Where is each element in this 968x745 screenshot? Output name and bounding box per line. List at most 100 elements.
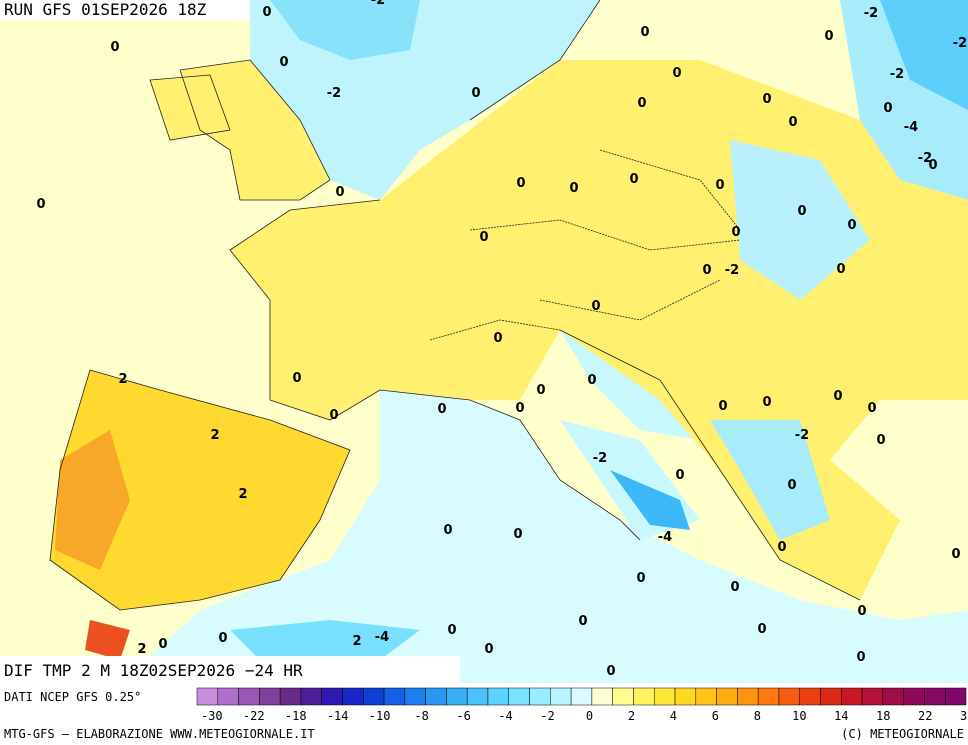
colorbar-swatch (903, 687, 925, 706)
colorbar-swatch (820, 687, 842, 706)
cold-area (730, 140, 870, 300)
contour-label: 0 (928, 158, 937, 173)
warm-area (85, 620, 130, 660)
colorbar-swatch (944, 687, 967, 706)
colorbar-label: 8 (754, 709, 761, 723)
colorbar: -30 -22 -18 -14 -10 -8 -6 -4 -2 0 2 4 6 8 10 14 18 22 30 (196, 687, 968, 723)
colorbar-swatch (550, 687, 572, 706)
contour-label: -2 (795, 428, 809, 443)
contour-label: 0 (640, 25, 649, 40)
contour-label: 0 (158, 637, 167, 652)
adriatic (560, 330, 700, 440)
contour-label: -4 (658, 530, 672, 545)
colorbar-swatch (633, 687, 655, 706)
colorbar-label: -14 (327, 709, 349, 723)
cold-area (610, 470, 690, 530)
contour-label: -4 (904, 120, 918, 135)
colorbar-swatch (383, 687, 406, 706)
contour-label: 2 (137, 642, 146, 657)
contour-label: -2 (918, 151, 932, 166)
colorbar-label: -22 (243, 709, 265, 723)
colorbar-label: 10 (792, 709, 806, 723)
cold-area (880, 0, 968, 110)
colorbar-swatch (446, 687, 468, 706)
contour-label: 0 (715, 178, 724, 193)
contour-label: 0 (856, 650, 865, 665)
title-box (0, 656, 460, 683)
contour-label: 0 (702, 263, 711, 278)
colorbar-swatch (300, 687, 322, 706)
colorbar-label: 30 (960, 709, 968, 723)
contour-label: 0 (637, 96, 646, 111)
colorbar-swatch (342, 687, 364, 706)
contour-label: 0 (629, 172, 638, 187)
colorbar-label: -8 (414, 709, 428, 723)
cold-area (710, 420, 830, 540)
contour-label: 0 (883, 101, 892, 116)
contour-label: 0 (335, 185, 344, 200)
contour-label: 0 (876, 433, 885, 448)
contour-label: 0 (578, 614, 587, 629)
coastline (49, 0, 861, 611)
colorbar-swatch (861, 687, 884, 706)
contour-label: 0 (262, 5, 271, 20)
contour-label: 0 (447, 623, 456, 638)
colorbar-swatch (924, 687, 946, 706)
colorbar-label: 18 (876, 709, 890, 723)
contour-label: 0 (471, 86, 480, 101)
contour-label: 0 (857, 604, 866, 619)
contour-label: 0 (292, 371, 301, 386)
colorbar-swatch (259, 687, 281, 706)
warm-area (55, 430, 130, 570)
colorbar-swatch (799, 687, 821, 706)
contour-label: 0 (951, 547, 960, 562)
contour-label: 0 (636, 571, 645, 586)
contour-label: 0 (479, 230, 488, 245)
colorbar-label: -10 (369, 709, 391, 723)
contour-label: 0 (591, 299, 600, 314)
contour-label: 0 (847, 218, 856, 233)
colorbar-swatch (196, 687, 219, 706)
contour-label: 0 (787, 478, 796, 493)
run-label: RUN GFS 01SEP2026 18Z (4, 0, 207, 19)
contour-label: 0 (718, 399, 727, 414)
land (150, 75, 230, 140)
colorbar-swatch (404, 687, 426, 706)
colorbar-label: -4 (498, 709, 512, 723)
contour-label: -2 (890, 67, 904, 82)
contour-label: 0 (731, 225, 740, 240)
colorbar-swatch (279, 687, 302, 706)
colorbar-swatch (882, 687, 904, 706)
cold-area (270, 0, 420, 60)
contour-label: 0 (587, 373, 596, 388)
colorbar-swatch (529, 687, 551, 706)
colorbar-label: 0 (586, 709, 593, 723)
contour-label: 0 (762, 92, 771, 107)
contour-label: 0 (110, 40, 119, 55)
colorbar-swatch (612, 687, 634, 706)
contour-label: -2 (593, 451, 607, 466)
colorbar-swatch (591, 687, 613, 706)
contour-label: 0 (788, 115, 797, 130)
contour-label: 0 (279, 55, 288, 70)
contour-label: 0 (867, 401, 876, 416)
credit: MTG-GFS — ELABORAZIONE WWW.METEOGIORNALE… (4, 727, 315, 741)
colorbar-swatch (737, 687, 759, 706)
colorbar-swatch (757, 687, 780, 706)
copyright: (C) METEOGIORNALE (841, 727, 964, 741)
contour-label: -2 (371, 0, 385, 8)
colorbar-swatch (716, 687, 738, 706)
colorbar-swatch (466, 687, 489, 706)
colorbar-swatch (217, 687, 239, 706)
contour-label: 0 (797, 204, 806, 219)
contour-label: -2 (725, 263, 739, 278)
colorbar-swatch (778, 687, 800, 706)
contour-label: 0 (672, 66, 681, 81)
contour-label: 0 (757, 622, 766, 637)
contour-label: 0 (329, 408, 338, 423)
contour-label: -2 (327, 86, 341, 101)
colorbar-swatch (570, 687, 593, 706)
colorbar-swatch (363, 687, 385, 706)
contour-label: 0 (536, 383, 545, 398)
colorbar-swatch (653, 687, 676, 706)
